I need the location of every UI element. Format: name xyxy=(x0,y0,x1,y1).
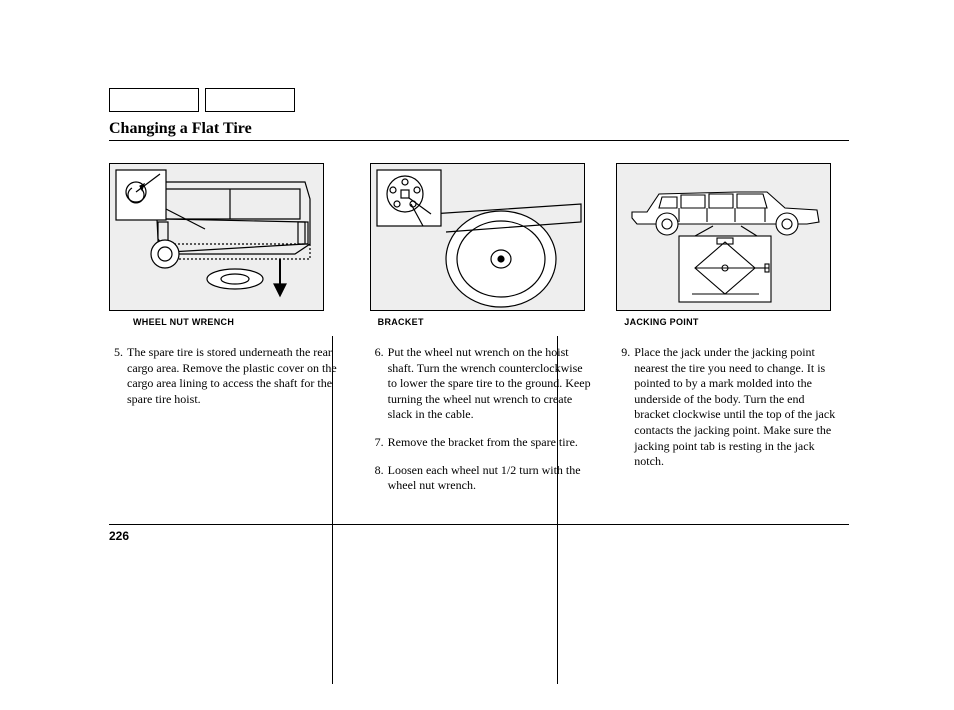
column-divider xyxy=(557,336,558,684)
figure-caption: WHEEL NUT WRENCH xyxy=(133,317,234,327)
page-title: Changing a Flat Tire xyxy=(109,120,849,140)
figure-spare-tire xyxy=(109,163,324,311)
columns: WHEEL NUT WRENCH 5. The spare tire is st… xyxy=(109,163,849,506)
step: 5. The spare tire is stored underneath t… xyxy=(109,345,346,407)
column-2: BRACKET 6. Put the wheel nut wrench on t… xyxy=(356,163,603,506)
step-number: 9. xyxy=(616,345,630,470)
header-box xyxy=(109,88,199,112)
figure-bracket xyxy=(370,163,585,311)
step-number: 7. xyxy=(370,435,384,451)
step: 6. Put the wheel nut wrench on the hoist… xyxy=(370,345,593,423)
header-boxes xyxy=(109,88,849,112)
step: 8. Loosen each wheel nut 1/2 turn with t… xyxy=(370,463,593,494)
bracket-illustration xyxy=(371,164,585,311)
column-1: WHEEL NUT WRENCH 5. The spare tire is st… xyxy=(109,163,356,506)
jacking-illustration xyxy=(617,164,831,311)
step-text: The spare tire is stored underneath the … xyxy=(127,345,346,407)
step-text: Place the jack under the jacking point n… xyxy=(634,345,839,470)
figure-caption: JACKING POINT xyxy=(624,317,698,327)
spare-tire-illustration xyxy=(110,164,324,311)
caption-row: WHEEL NUT WRENCH xyxy=(109,317,346,327)
title-rule xyxy=(109,140,849,141)
figure-jacking xyxy=(616,163,831,311)
step-number: 8. xyxy=(370,463,384,494)
caption-row: BRACKET xyxy=(370,317,593,327)
header-box xyxy=(205,88,295,112)
page-number: 226 xyxy=(109,524,849,543)
step-text: Loosen each wheel nut 1/2 turn with the … xyxy=(388,463,593,494)
step-text: Put the wheel nut wrench on the hoist sh… xyxy=(388,345,593,423)
step-number: 6. xyxy=(370,345,384,423)
figure-caption: BRACKET xyxy=(378,317,424,327)
step-number: 5. xyxy=(109,345,123,407)
step-text: Remove the bracket from the spare tire. xyxy=(388,435,593,451)
step: 9. Place the jack under the jacking poin… xyxy=(616,345,839,470)
page: Changing a Flat Tire xyxy=(0,0,954,543)
column-3: JACKING POINT 9. Place the jack under th… xyxy=(602,163,849,506)
caption-row: JACKING POINT xyxy=(616,317,839,327)
step: 7. Remove the bracket from the spare tir… xyxy=(370,435,593,451)
column-divider xyxy=(332,336,333,684)
